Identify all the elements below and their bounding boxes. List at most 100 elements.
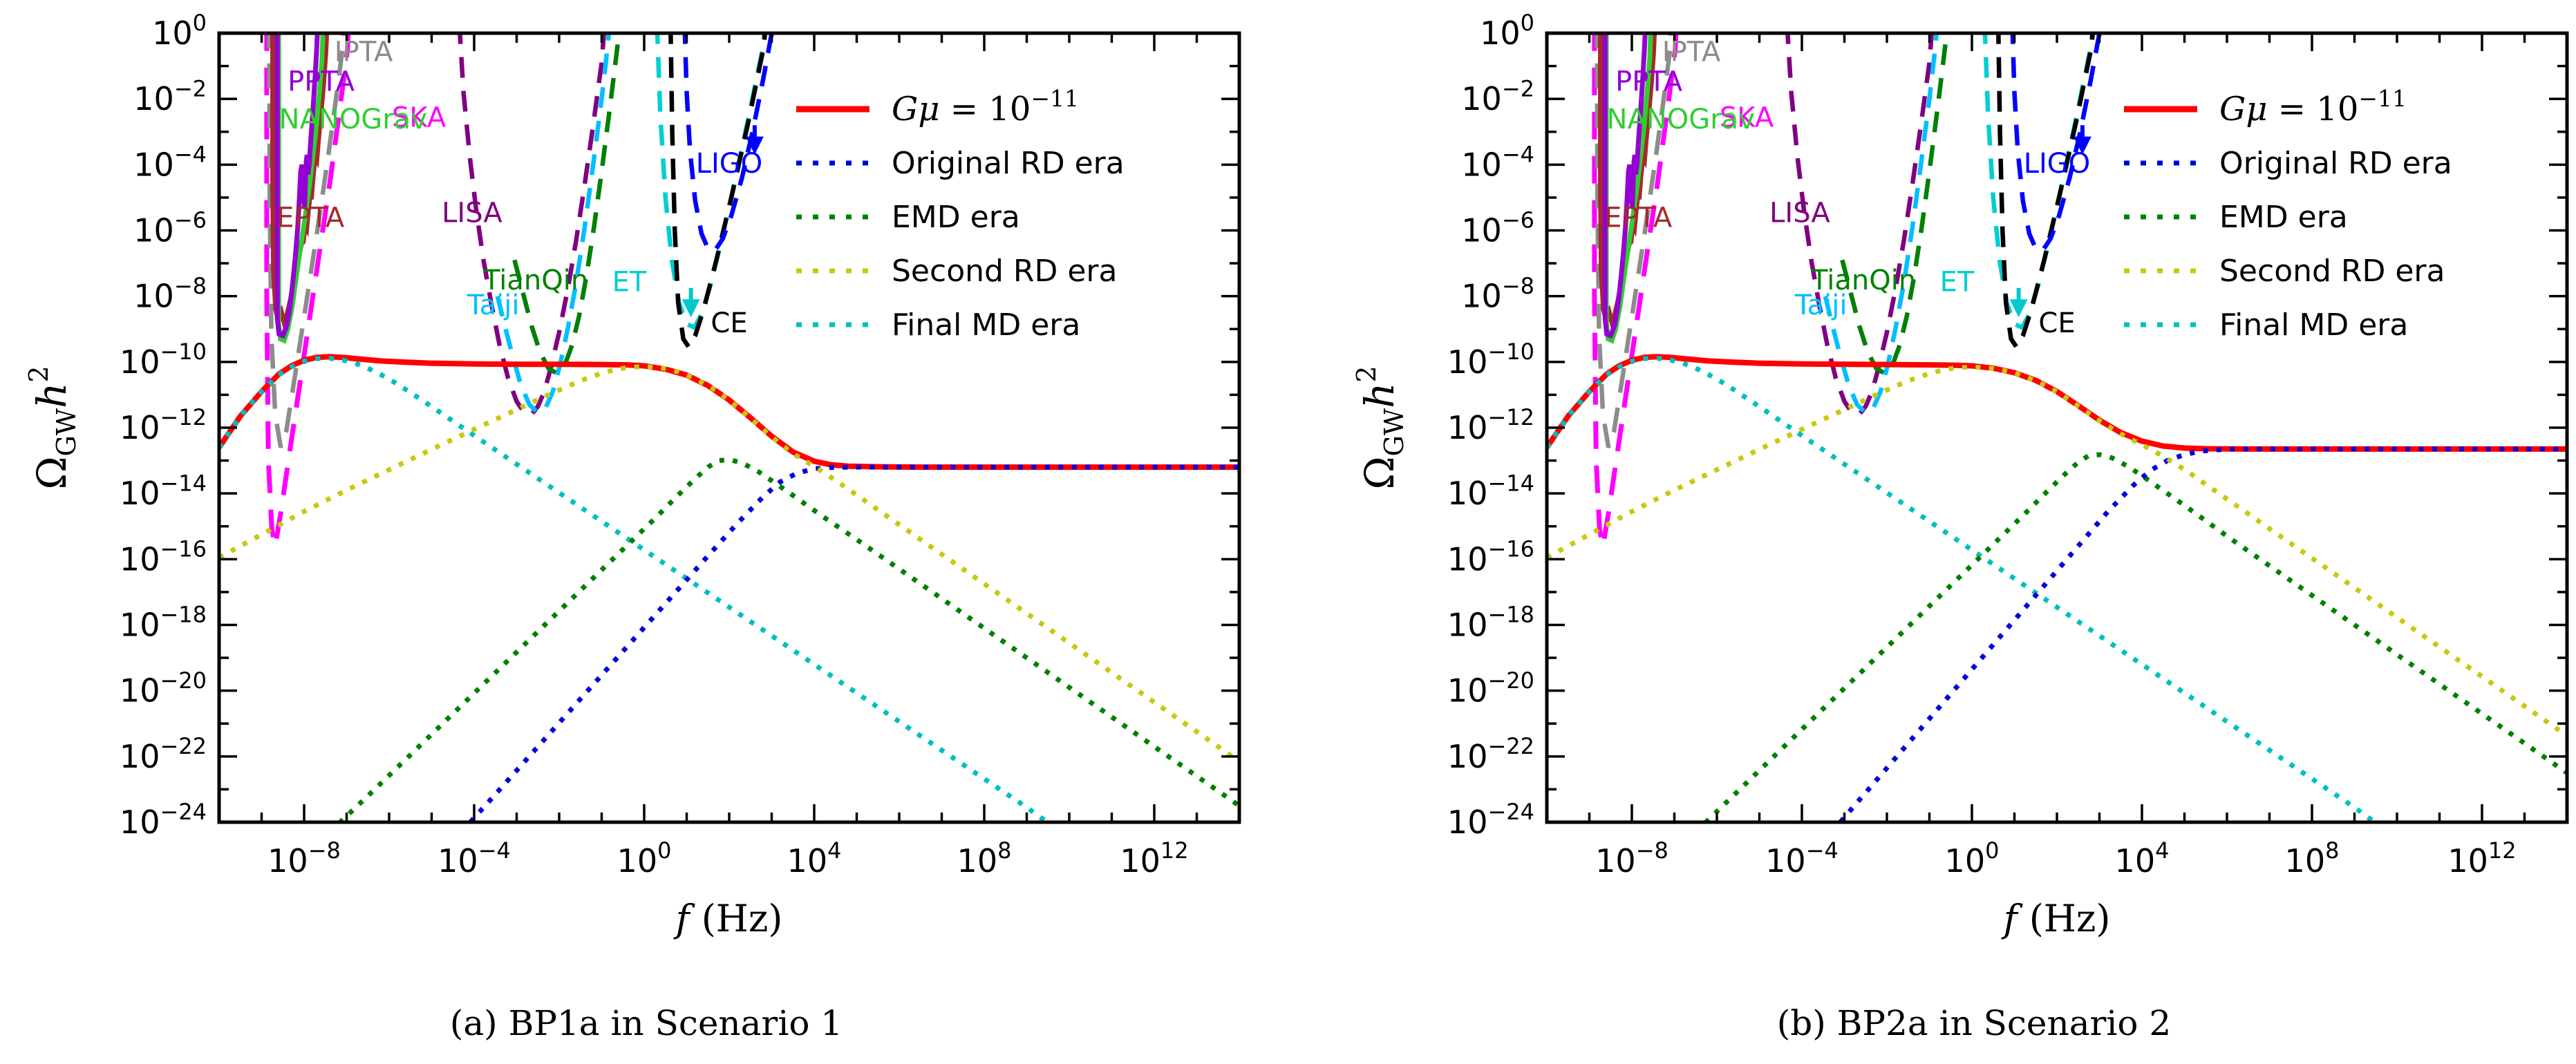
- label-ska: SKA: [1720, 102, 1774, 134]
- label-ce: CE: [2038, 307, 2075, 339]
- legend-item-4: Final MD era: [796, 307, 1080, 343]
- x-tick-label: 10−4: [438, 837, 511, 880]
- y-tick-label: 10−10: [1447, 339, 1534, 381]
- y-tick-label: 10−24: [120, 799, 207, 841]
- y-tick-label: 10−14: [120, 470, 207, 512]
- curves: [219, 33, 1239, 822]
- y-tick-label: 10−12: [120, 404, 207, 446]
- legend-item-3: Second RD era: [2124, 254, 2445, 289]
- legend-item-4: Final MD era: [2124, 307, 2408, 343]
- curve-tianqin: [512, 33, 621, 377]
- curve-final-md-era: [219, 356, 1051, 822]
- curve-ligo: [2010, 33, 2102, 253]
- curve-lisa: [458, 33, 606, 417]
- legend: Gμ = 10−11 Original RD era EMD era Second R…: [2124, 85, 2452, 343]
- y-tick-label: 10−18: [120, 602, 207, 644]
- label-taiji: Taiji: [1794, 289, 1848, 321]
- legend-label: Final MD era: [2219, 307, 2408, 343]
- x-tick-label: 1012: [1120, 837, 1188, 880]
- x-tick-label: 10−8: [267, 837, 341, 880]
- y-tick-label: 100: [1480, 10, 1534, 52]
- legend-label: Original RD era: [2219, 146, 2452, 181]
- curve-ligo: [682, 33, 774, 253]
- legend-label: Original RD era: [892, 146, 1125, 181]
- x-tick-label: 104: [2115, 837, 2170, 880]
- label-et: ET: [612, 267, 647, 298]
- curve-total: [219, 354, 1239, 471]
- legend-label: Second RD era: [892, 254, 1117, 289]
- curve-ipta: [1595, 33, 1673, 448]
- curve-total: [1547, 354, 2567, 452]
- label-lisa: LISA: [1769, 198, 1830, 229]
- label-tianqin: TianQin: [1810, 265, 1916, 296]
- subplot-b: 10−8 10−4 100 104 108 1012 100 10−2 10−4 10−6 10−8…: [1351, 10, 2569, 940]
- label-et: ET: [1940, 267, 1975, 298]
- x-tick-label: 108: [2285, 837, 2340, 880]
- legend-label: EMD era: [2219, 200, 2348, 235]
- y-axis-label: ΩGWh2: [23, 365, 82, 489]
- legend-item-0: Gμ = 10−11: [2124, 85, 2407, 129]
- label-ppta: PPTA: [1615, 66, 1683, 97]
- caption-subplot-a: (a) BP1a in Scenario 1: [449, 1003, 843, 1043]
- y-tick-label: 10−14: [1447, 470, 1534, 512]
- subplot-a: 10−8 10−4 100 104 108 1012 100 10−2 10−4 10−6 10−8…: [23, 10, 1241, 940]
- label-ligo: LIGO: [696, 148, 763, 180]
- legend-label: Final MD era: [892, 307, 1080, 343]
- label-epta: EPTA: [1604, 202, 1673, 234]
- y-tick-label: 10−8: [1461, 273, 1534, 315]
- curve-lisa: [1785, 33, 1934, 417]
- label-nanograv: NANOGrav: [1607, 104, 1755, 135]
- legend-label: Gμ = 10−11: [892, 85, 1079, 129]
- curve-ce: [668, 33, 768, 352]
- y-tick-label: 10−18: [1447, 602, 1534, 644]
- x-tick-label: 104: [787, 837, 842, 880]
- label-ska: SKA: [392, 102, 446, 134]
- x-tick-label: 100: [1945, 837, 2000, 880]
- et-upper-limit-down-arrow: [681, 287, 700, 318]
- x-axis-label: f (Hz): [673, 897, 783, 940]
- y-tick-label: 10−2: [133, 75, 207, 117]
- curve-nanograv: [1604, 33, 1653, 344]
- y-tick-label: 10−4: [1461, 141, 1534, 183]
- axis-ticks: [219, 33, 1239, 822]
- curve-ipta: [267, 33, 346, 448]
- legend-label: EMD era: [892, 200, 1020, 235]
- label-ppta: PPTA: [288, 66, 355, 97]
- y-tick-label: 10−22: [1447, 733, 1534, 775]
- x-tick-label: 108: [957, 837, 1012, 880]
- y-tick-label: 10−8: [133, 273, 207, 315]
- curve-tianqin: [1840, 33, 1948, 377]
- label-tianqin: TianQin: [482, 265, 588, 296]
- legend-label: Second RD era: [2219, 254, 2445, 289]
- y-tick-label: 10−6: [133, 207, 207, 249]
- axis-ticks: [1547, 33, 2567, 822]
- y-tick-label: 10−16: [1447, 535, 1534, 578]
- legend-item-2: EMD era: [2124, 200, 2348, 235]
- y-tick-label: 10−20: [1447, 667, 1534, 710]
- y-tick-label: 10−12: [1447, 404, 1534, 446]
- y-tick-label: 10−2: [1461, 75, 1534, 117]
- legend-label: Gμ = 10−11: [2219, 85, 2407, 129]
- curve-final-md-era: [1547, 356, 2379, 822]
- curve-ppta: [1602, 33, 1648, 339]
- x-axis-label: f (Hz): [2001, 897, 2111, 940]
- label-nanograv: NANOGrav: [279, 104, 427, 135]
- label-ipta: IPTA: [335, 36, 393, 68]
- y-tick-label: 10−22: [120, 733, 207, 775]
- curve-ce: [1996, 33, 2096, 352]
- curve-original-rd-era: [467, 464, 1239, 822]
- label-ce: CE: [711, 307, 747, 339]
- label-lisa: LISA: [442, 198, 502, 229]
- label-epta: EPTA: [276, 202, 345, 234]
- legend: Gμ = 10−11 Original RD era EMD era Second R…: [796, 85, 1125, 343]
- ligo-upper-limit-down-arrow: [745, 125, 764, 155]
- legend-item-2: EMD era: [796, 200, 1020, 235]
- y-axis-label: ΩGWh2: [1351, 365, 1409, 489]
- x-tick-label: 10−8: [1595, 837, 1668, 880]
- x-tick-label: 1012: [2447, 837, 2516, 880]
- curve-taiji: [1823, 33, 1939, 416]
- legend-item-0: Gμ = 10−11: [796, 85, 1079, 129]
- label-taiji: Taiji: [467, 289, 520, 321]
